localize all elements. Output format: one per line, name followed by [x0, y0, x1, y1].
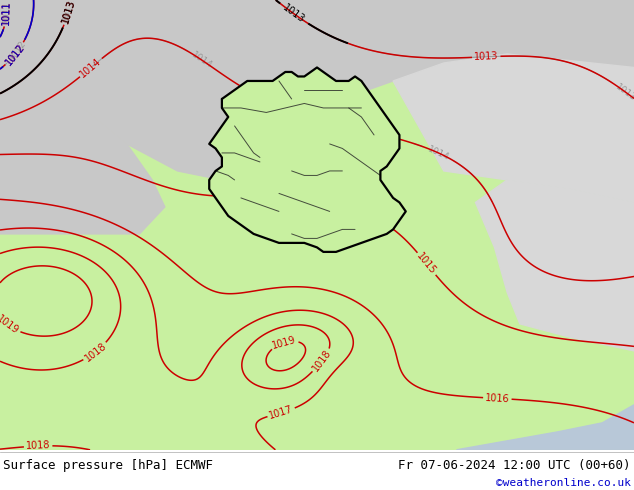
Text: ©weatheronline.co.uk: ©weatheronline.co.uk — [496, 478, 631, 488]
Text: Surface pressure [hPa] ECMWF: Surface pressure [hPa] ECMWF — [3, 459, 213, 471]
Text: 1018: 1018 — [82, 341, 108, 364]
Text: 1012: 1012 — [4, 41, 27, 67]
Text: 1013: 1013 — [60, 0, 77, 24]
Text: 1017: 1017 — [268, 404, 294, 421]
Polygon shape — [0, 0, 634, 180]
Text: 1018: 1018 — [26, 441, 51, 451]
Polygon shape — [476, 180, 634, 351]
Text: 1013: 1013 — [60, 0, 77, 24]
Polygon shape — [393, 54, 634, 202]
Text: 1016: 1016 — [485, 393, 510, 404]
Text: 1014: 1014 — [426, 144, 451, 162]
Text: 1013: 1013 — [474, 51, 499, 62]
Polygon shape — [456, 405, 634, 450]
Text: 1013: 1013 — [614, 82, 634, 103]
Text: 1018: 1018 — [311, 348, 333, 373]
Text: 1012: 1012 — [4, 41, 27, 67]
Text: 1019: 1019 — [271, 334, 297, 350]
Text: 1015: 1015 — [415, 251, 438, 276]
Text: 1011: 1011 — [1, 0, 12, 25]
Text: Fr 07-06-2024 12:00 UTC (00+60): Fr 07-06-2024 12:00 UTC (00+60) — [398, 459, 631, 471]
Text: 1014: 1014 — [79, 56, 103, 79]
Text: 1014: 1014 — [190, 50, 214, 70]
Text: 1011: 1011 — [2, 0, 11, 23]
Text: 1019: 1019 — [0, 314, 21, 336]
Polygon shape — [209, 68, 406, 252]
Text: 1012: 1012 — [8, 39, 28, 63]
Text: 1013: 1013 — [61, 0, 77, 23]
Text: 1011: 1011 — [1, 0, 12, 25]
Polygon shape — [0, 81, 165, 234]
Text: 1013: 1013 — [281, 2, 307, 25]
